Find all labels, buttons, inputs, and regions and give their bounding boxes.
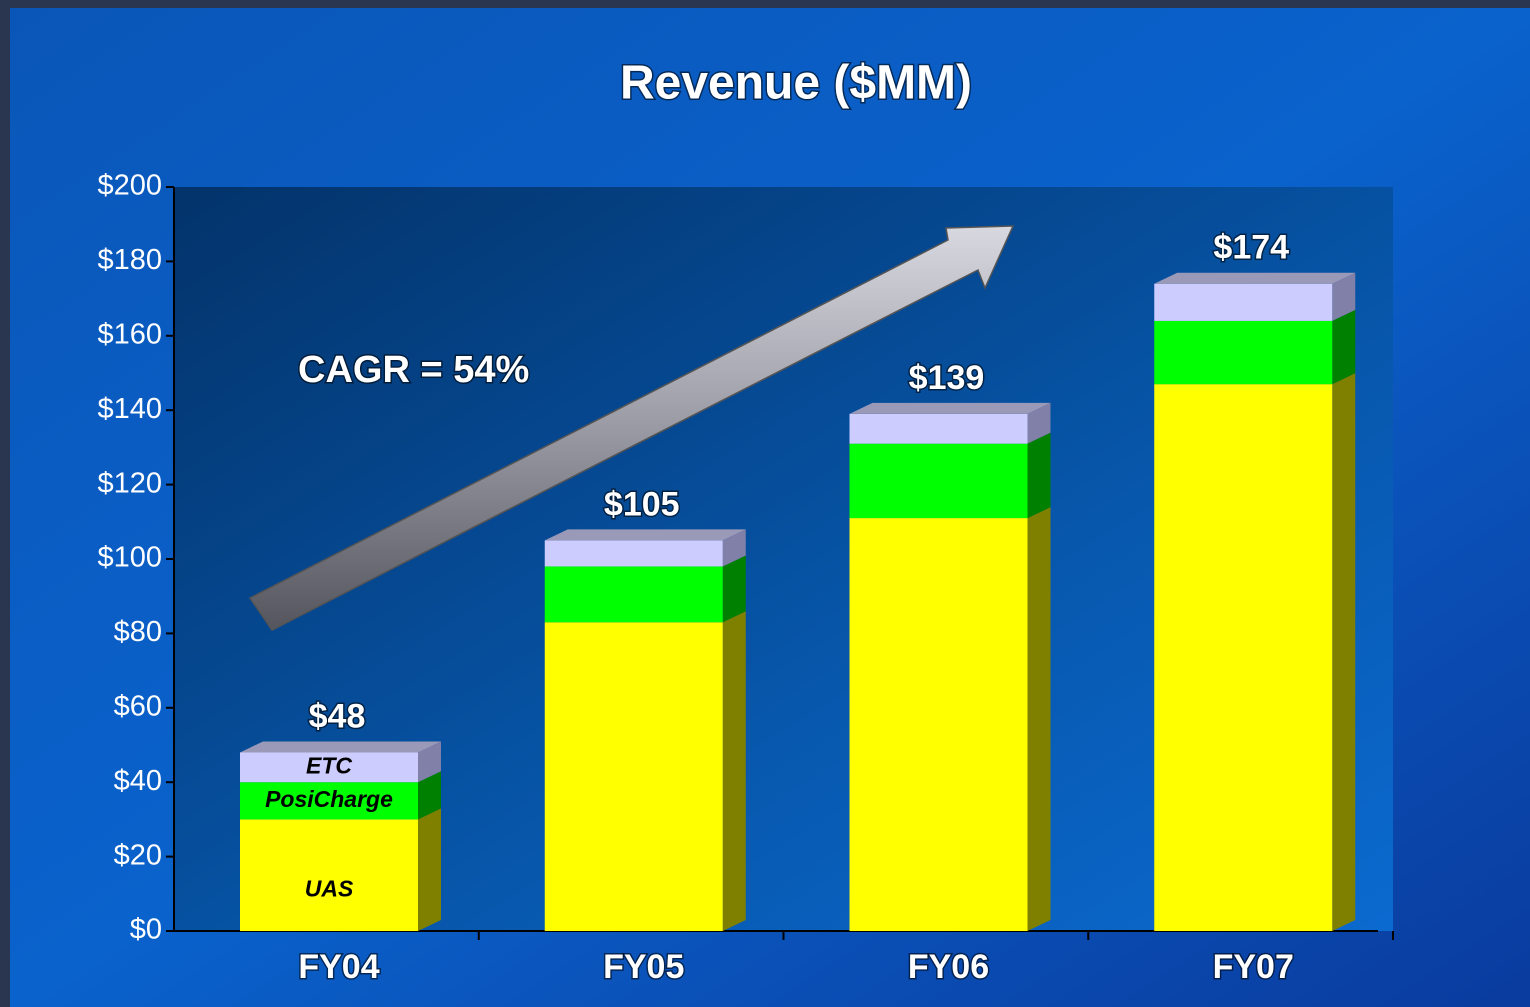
y-tick-label: $160 xyxy=(97,318,162,350)
y-tick-label: $100 xyxy=(97,542,162,574)
bar-side xyxy=(722,529,746,567)
x-tick-label: FY05 xyxy=(603,948,684,986)
total-label: $139 xyxy=(909,359,985,397)
bar-segment xyxy=(1154,320,1333,385)
bar-side xyxy=(418,808,441,931)
bar-side xyxy=(418,771,441,820)
series-label: ETC xyxy=(306,752,352,778)
bar-side xyxy=(1027,432,1051,519)
bar-top xyxy=(240,741,441,753)
total-label: $174 xyxy=(1213,229,1289,267)
y-tick-label: $0 xyxy=(130,914,162,946)
bar-segment xyxy=(240,752,418,783)
annotation: CAGR = 54% xyxy=(298,349,529,391)
y-tick-label: $80 xyxy=(114,616,162,648)
bar-segment xyxy=(849,443,1028,519)
chart-title: Revenue ($MM) xyxy=(620,57,972,110)
bar-side xyxy=(1332,272,1356,321)
bar-segment xyxy=(849,413,1028,444)
total-label: $48 xyxy=(309,697,366,735)
y-tick-label: $40 xyxy=(114,765,162,797)
bar-segment xyxy=(240,782,418,820)
bar-segment xyxy=(240,819,418,931)
bar-side xyxy=(1332,309,1356,385)
y-tick-label: $200 xyxy=(97,170,162,202)
y-tick-label: $140 xyxy=(97,393,162,425)
x-tick-label: FY06 xyxy=(908,948,989,986)
bar-segment xyxy=(544,566,723,623)
x-tick-label: FY07 xyxy=(1213,948,1294,986)
bar-segment xyxy=(544,622,723,931)
bar-side xyxy=(1027,507,1051,931)
bar-top xyxy=(849,402,1051,414)
bar-segment xyxy=(1154,384,1333,931)
series-label: UAS xyxy=(305,875,354,901)
total-label: $105 xyxy=(604,485,680,523)
bar-top xyxy=(1154,272,1356,284)
bar-side xyxy=(722,555,746,623)
bar-side xyxy=(722,611,746,931)
bar-side xyxy=(1027,402,1051,444)
bar-top xyxy=(544,529,746,541)
bar-segment xyxy=(849,518,1028,931)
bar-side xyxy=(418,741,441,783)
bar-side xyxy=(1332,373,1356,931)
y-tick-label: $20 xyxy=(114,839,162,871)
x-tick-label: FY04 xyxy=(298,948,379,986)
y-tick-label: $120 xyxy=(97,467,162,499)
bar-segment xyxy=(1154,283,1333,321)
growth-arrow xyxy=(248,225,1015,631)
bar-segment xyxy=(544,540,723,567)
y-tick-label: $60 xyxy=(114,690,162,722)
y-tick-label: $180 xyxy=(97,244,162,276)
series-label: PosiCharge xyxy=(265,786,393,812)
